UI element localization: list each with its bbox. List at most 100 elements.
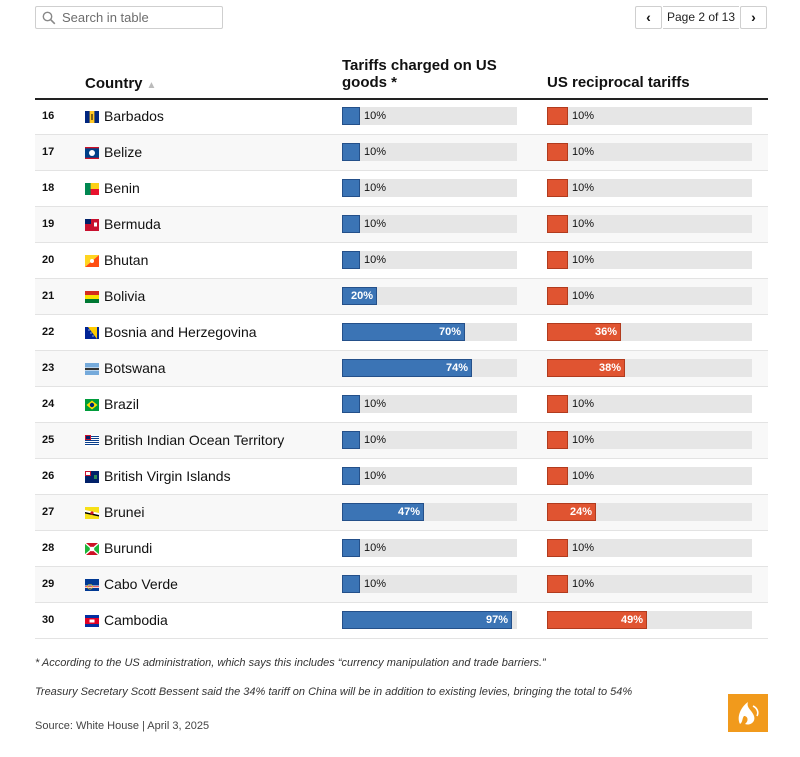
charged-bar-track: 10%	[342, 539, 517, 557]
charged-bar	[342, 323, 465, 341]
charged-bar-track: 20%	[342, 287, 517, 305]
country-name: Brazil	[104, 396, 140, 412]
prev-page-button[interactable]: ‹	[635, 6, 662, 29]
reciprocal-bar	[547, 395, 568, 413]
table-row: 22 Bosnia and Herzegovina 70% 36%	[35, 315, 768, 351]
reciprocal-bar	[547, 179, 568, 197]
reciprocal-value-label: 10%	[572, 218, 595, 230]
reciprocal-value-label: 10%	[572, 110, 595, 122]
country-name: Botswana	[104, 360, 166, 376]
charged-bar-track: 10%	[342, 215, 517, 233]
charged-bar-track: 10%	[342, 575, 517, 593]
charged-bar-track: 10%	[342, 431, 517, 449]
reciprocal-bar-track: 10%	[547, 143, 752, 161]
reciprocal-bar	[547, 287, 568, 305]
charged-bar-track: 10%	[342, 467, 517, 485]
row-rank: 22	[42, 326, 55, 338]
reciprocal-value-label: 10%	[572, 254, 595, 266]
charged-value-label: 47%	[397, 506, 420, 518]
country-name: Barbados	[104, 108, 164, 124]
charged-value-label: 20%	[350, 290, 373, 302]
charged-bar-track: 74%	[342, 359, 517, 377]
reciprocal-bar	[547, 539, 568, 557]
charged-value-label: 10%	[364, 542, 387, 554]
row-rank: 30	[42, 614, 55, 626]
cambodia-flag-icon	[85, 614, 99, 627]
country-name: Bermuda	[104, 216, 161, 232]
charged-value-label: 10%	[364, 434, 387, 446]
burundi-flag-icon	[84, 542, 100, 556]
row-rank: 16	[42, 110, 55, 122]
charged-bar	[342, 575, 360, 593]
reciprocal-value-label: 10%	[572, 434, 595, 446]
charged-column-header: Tariffs charged on US goods *	[342, 57, 497, 91]
charged-bar	[342, 467, 360, 485]
country-name: Cambodia	[104, 612, 168, 628]
charged-bar-track: 10%	[342, 251, 517, 269]
sort-arrow-icon[interactable]: ▲	[146, 80, 157, 91]
country-name: Benin	[104, 180, 140, 196]
reciprocal-value-label: 10%	[572, 182, 595, 194]
row-rank: 25	[42, 434, 55, 446]
table-row: 17 Belize 10% 10%	[35, 135, 768, 171]
reciprocal-value-label: 24%	[569, 506, 592, 518]
row-rank: 24	[42, 398, 55, 410]
country-name: Bolivia	[104, 288, 146, 304]
bermuda-flag-icon	[85, 218, 99, 231]
reciprocal-bar-track: 10%	[547, 215, 752, 233]
charged-bar-track: 97%	[342, 611, 517, 629]
table-row: 19 Bermuda 10% 10%	[35, 207, 768, 243]
table-row: 30 Cambodia 97% 49%	[35, 603, 768, 639]
reciprocal-value-label: 38%	[598, 362, 621, 374]
charged-bar-track: 10%	[342, 179, 517, 197]
reciprocal-bar-track: 10%	[547, 467, 752, 485]
bvi-flag-icon	[85, 470, 99, 483]
cabo-verde-flag-icon	[85, 578, 99, 591]
row-rank: 23	[42, 362, 55, 374]
charged-bar-track: 10%	[342, 143, 517, 161]
charged-value-label: 10%	[364, 182, 387, 194]
charged-bar	[342, 431, 360, 449]
charged-value-label: 97%	[485, 614, 508, 626]
search-box[interactable]	[35, 6, 223, 29]
reciprocal-bar-track: 38%	[547, 359, 752, 377]
reciprocal-bar-track: 10%	[547, 251, 752, 269]
reciprocal-bar-track: 10%	[547, 107, 752, 125]
charged-bar	[342, 539, 360, 557]
bosnia-flag-icon	[85, 326, 99, 339]
country-name: Bhutan	[104, 252, 149, 268]
row-rank: 26	[42, 470, 55, 482]
brazil-flag-icon	[85, 398, 99, 411]
charged-value-label: 70%	[438, 326, 461, 338]
country-column-header[interactable]: Country ▲	[85, 75, 157, 92]
country-name: Cabo Verde	[104, 576, 178, 592]
barbados-flag-icon	[85, 110, 99, 123]
reciprocal-value-label: 10%	[572, 398, 595, 410]
benin-flag-icon	[85, 182, 99, 195]
footnote-china: Treasury Secretary Scott Bessent said th…	[35, 686, 633, 698]
charged-bar	[342, 143, 360, 161]
belize-flag-icon	[85, 146, 99, 159]
row-rank: 17	[42, 146, 55, 158]
charged-bar	[342, 503, 424, 521]
table-row: 16 Barbados 10% 10%	[35, 99, 768, 135]
charged-value-label: 10%	[364, 254, 387, 266]
table-header: Country ▲ Tariffs charged on US goods * U…	[35, 52, 768, 100]
table-row: 26 British Virgin Islands 10% 10%	[35, 459, 768, 495]
table-row: 28 Burundi 10% 10%	[35, 531, 768, 567]
search-input[interactable]	[62, 9, 217, 26]
charged-bar	[342, 179, 360, 197]
reciprocal-bar	[547, 359, 625, 377]
reciprocal-bar-track: 10%	[547, 539, 752, 557]
table-row: 24 Brazil 10% 10%	[35, 387, 768, 423]
next-page-button[interactable]: ›	[740, 6, 767, 29]
table-row: 20 Bhutan 10% 10%	[35, 243, 768, 279]
charged-bar-track: 10%	[342, 395, 517, 413]
table-row: 23 Botswana 74% 38%	[35, 351, 768, 387]
reciprocal-value-label: 10%	[572, 146, 595, 158]
reciprocal-bar-track: 49%	[547, 611, 752, 629]
charged-bar	[342, 359, 472, 377]
reciprocal-bar	[547, 143, 568, 161]
row-rank: 27	[42, 506, 55, 518]
reciprocal-bar	[547, 467, 568, 485]
